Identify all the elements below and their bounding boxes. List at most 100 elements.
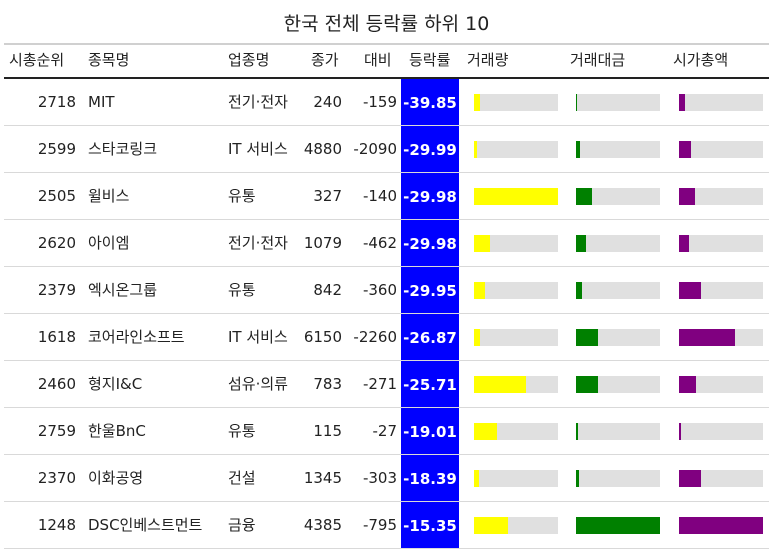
row-divider xyxy=(4,454,769,455)
sector-cell: 유통 xyxy=(228,422,256,440)
cap-bar xyxy=(679,141,763,158)
change-cell: -462 xyxy=(362,234,397,252)
rank-cell: 2505 xyxy=(37,187,76,205)
close-cell: 1079 xyxy=(303,234,342,252)
cap-bar xyxy=(679,470,763,487)
rank-cell: 2620 xyxy=(37,234,76,252)
row-divider xyxy=(4,266,769,267)
table-row[interactable]: 2379 엑시온그룹 유통 842 -360 -29.95 xyxy=(0,267,773,314)
name-cell: DSC인베스트먼트 xyxy=(88,516,203,534)
rank-cell: 2599 xyxy=(37,140,76,158)
volume-bar xyxy=(474,235,558,252)
volume-bar-fill xyxy=(474,376,527,393)
header-sector[interactable]: 업종명 xyxy=(228,51,270,69)
cap-bar-fill xyxy=(679,94,685,111)
table-row[interactable]: 2620 아이엠 전기·전자 1079 -462 -29.98 xyxy=(0,220,773,267)
amount-bar xyxy=(576,329,660,346)
change-cell: -27 xyxy=(372,422,398,440)
close-cell: 783 xyxy=(313,375,342,393)
change-cell: -303 xyxy=(362,469,397,487)
volume-bar-fill xyxy=(474,141,478,158)
amount-bar-fill xyxy=(576,517,660,534)
header-volume[interactable]: 거래량 xyxy=(467,51,509,69)
cap-bar-fill xyxy=(679,141,691,158)
table-row[interactable]: 2759 한울BnC 유통 115 -27 -19.01 xyxy=(0,408,773,455)
header-rate[interactable]: 등락률 xyxy=(409,51,451,69)
cap-bar-fill xyxy=(679,235,690,252)
cap-bar xyxy=(679,329,763,346)
cap-bar xyxy=(679,423,763,440)
cap-bar xyxy=(679,94,763,111)
rank-cell: 2718 xyxy=(37,93,76,111)
name-cell: MIT xyxy=(88,93,115,111)
rank-cell: 1248 xyxy=(37,516,76,534)
amount-bar xyxy=(576,282,660,299)
change-cell: -2090 xyxy=(353,140,397,158)
header-cap[interactable]: 시가총액 xyxy=(673,51,729,69)
name-cell: 아이엠 xyxy=(88,234,130,252)
volume-bar-fill xyxy=(474,94,480,111)
row-divider xyxy=(4,313,769,314)
cap-bar xyxy=(679,282,763,299)
header-rank[interactable]: 시총순위 xyxy=(9,51,65,69)
table-row[interactable]: 1248 DSC인베스트먼트 금융 4385 -795 -15.35 xyxy=(0,502,773,549)
table-row[interactable]: 2718 MIT 전기·전자 240 -159 -39.85 xyxy=(0,79,773,126)
volume-bar xyxy=(474,141,558,158)
table-row[interactable]: 2505 윌비스 유통 327 -140 -29.98 xyxy=(0,173,773,220)
row-divider xyxy=(4,125,769,126)
change-cell: -159 xyxy=(362,93,397,111)
sector-cell: 유통 xyxy=(228,187,256,205)
table-header: 시총순위 종목명 업종명 종가 대비 등락률 거래량 거래대금 시가총액 xyxy=(0,45,773,77)
close-cell: 1345 xyxy=(303,469,342,487)
header-close[interactable]: 종가 xyxy=(311,51,339,69)
amount-bar xyxy=(576,376,660,393)
close-cell: 115 xyxy=(313,422,342,440)
name-cell: 코어라인소프트 xyxy=(88,328,185,346)
rate-cell: -15.35 xyxy=(401,502,459,549)
sector-cell: 전기·전자 xyxy=(228,93,288,111)
header-amount[interactable]: 거래대금 xyxy=(570,51,626,69)
change-cell: -271 xyxy=(362,375,397,393)
header-change[interactable]: 대비 xyxy=(364,51,392,69)
cap-bar-fill xyxy=(679,282,701,299)
amount-bar-fill xyxy=(576,141,581,158)
table-row[interactable]: 2370 이화공영 건설 1345 -303 -18.39 xyxy=(0,455,773,502)
volume-bar-fill xyxy=(474,188,558,205)
amount-bar xyxy=(576,470,660,487)
volume-bar xyxy=(474,188,558,205)
close-cell: 240 xyxy=(313,93,342,111)
amount-bar xyxy=(576,517,660,534)
row-divider xyxy=(4,360,769,361)
amount-bar-fill xyxy=(576,94,577,111)
name-cell: 스타코링크 xyxy=(88,140,158,158)
amount-bar xyxy=(576,141,660,158)
cap-bar xyxy=(679,517,763,534)
header-divider xyxy=(4,77,769,79)
volume-bar-fill xyxy=(474,517,508,534)
change-cell: -795 xyxy=(362,516,397,534)
change-cell: -2260 xyxy=(353,328,397,346)
rate-cell: -29.95 xyxy=(401,267,459,314)
amount-bar-fill xyxy=(576,423,578,440)
header-name[interactable]: 종목명 xyxy=(88,51,130,69)
sector-cell: 섬유·의류 xyxy=(228,375,288,393)
rate-cell: -29.99 xyxy=(401,126,459,173)
table-row[interactable]: 1618 코어라인소프트 IT 서비스 6150 -2260 -26.87 xyxy=(0,314,773,361)
close-cell: 842 xyxy=(313,281,342,299)
title-divider xyxy=(4,43,769,45)
rank-cell: 2759 xyxy=(37,422,76,440)
cap-bar-fill xyxy=(679,376,696,393)
amount-bar xyxy=(576,423,660,440)
close-cell: 4385 xyxy=(303,516,342,534)
table-row[interactable]: 2460 형지I&C 섬유·의류 783 -271 -25.71 xyxy=(0,361,773,408)
table-row[interactable]: 2599 스타코링크 IT 서비스 4880 -2090 -29.99 xyxy=(0,126,773,173)
volume-bar-fill xyxy=(474,235,490,252)
cap-bar-fill xyxy=(679,517,763,534)
row-divider xyxy=(4,172,769,173)
sector-cell: 전기·전자 xyxy=(228,234,288,252)
amount-bar-fill xyxy=(576,235,587,252)
sector-cell: 유통 xyxy=(228,281,256,299)
amount-bar-fill xyxy=(576,282,582,299)
amount-bar-fill xyxy=(576,376,598,393)
rate-cell: -29.98 xyxy=(401,220,459,267)
